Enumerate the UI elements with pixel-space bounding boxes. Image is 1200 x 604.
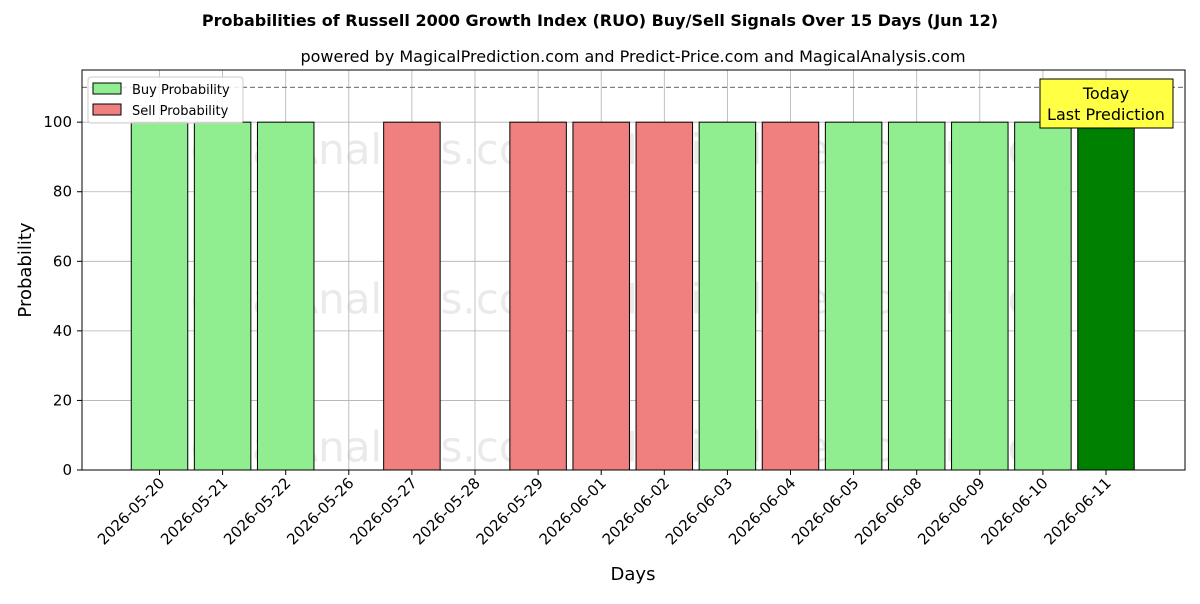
legend-buy-swatch (92, 82, 122, 95)
annotation-line2: Last Prediction (1047, 105, 1165, 124)
buy-bar (887, 121, 946, 471)
chart-subtitle: powered by MagicalPrediction.com and Pre… (300, 47, 965, 66)
legend-frame (87, 76, 244, 124)
buy-bar (193, 121, 252, 471)
y-tick-label: 100 (43, 113, 72, 131)
today-buy-bar (1077, 121, 1135, 471)
buy-bar (130, 121, 189, 471)
today-annotation: Today Last Prediction (1039, 78, 1174, 129)
legend-buy-label: Buy Probability (132, 83, 230, 98)
bars (130, 121, 1135, 471)
annotation-line1: Today (1082, 84, 1129, 103)
buy-bar (256, 121, 315, 471)
legend-sell-swatch (92, 103, 122, 116)
buy-bar (951, 121, 1009, 471)
sell-bar (635, 121, 694, 471)
sell-bar (761, 121, 820, 471)
buy-bar (824, 121, 883, 471)
buy-bar (1014, 121, 1072, 471)
y-axis-label: Probability (15, 222, 36, 317)
sell-bar (572, 121, 630, 471)
legend-sell-label: Sell Probability (132, 104, 229, 119)
sell-bar (509, 121, 567, 471)
y-tick-label: 80 (53, 183, 72, 201)
y-axis: 0 20 40 60 80 100 (43, 113, 82, 479)
y-tick-label: 20 (53, 391, 72, 409)
x-axis-label: Days (611, 564, 656, 585)
legend: Buy Probability Sell Probability (87, 76, 244, 124)
y-tick-label: 60 (53, 252, 72, 270)
plot-area-frame (81, 69, 1186, 471)
y-tick-label: 40 (53, 322, 72, 340)
annotation-box (1039, 78, 1174, 129)
y-tick-label: 0 (62, 461, 72, 479)
sell-bar (383, 121, 441, 471)
buy-bar (698, 121, 757, 471)
chart-title: Probabilities of Russell 2000 Growth Ind… (202, 11, 998, 30)
